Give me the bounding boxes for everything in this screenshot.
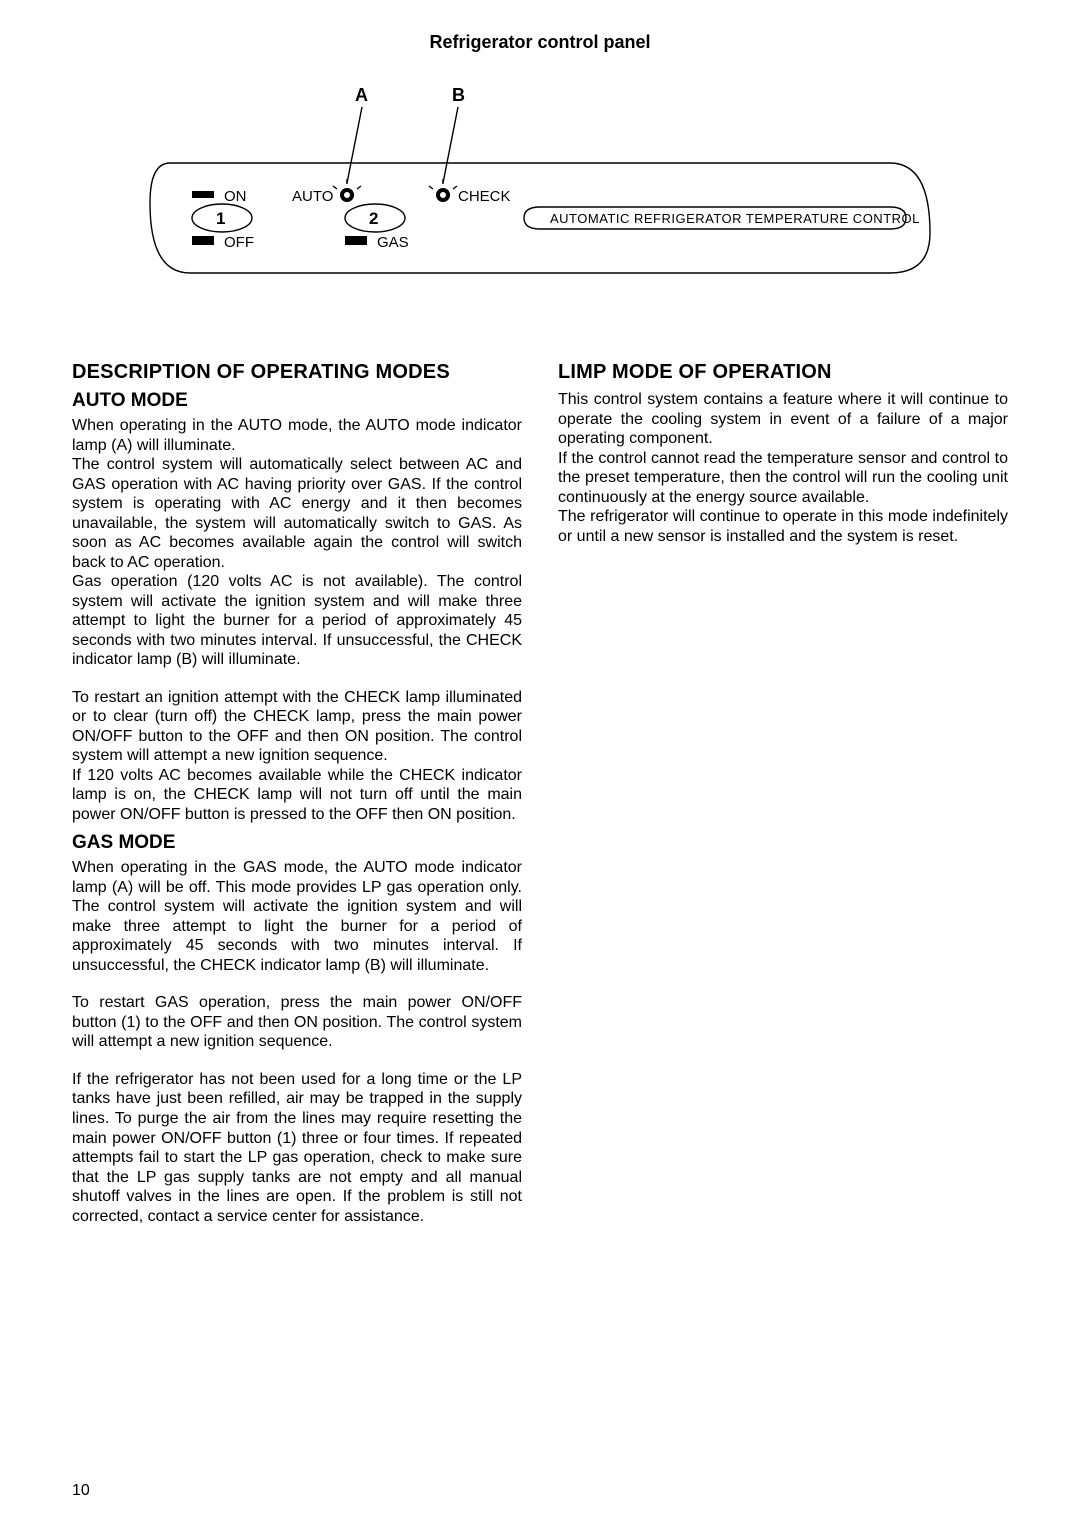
heading-limp-mode: LIMP MODE OF OPERATION: [558, 361, 1008, 384]
label-1: 1: [216, 209, 225, 228]
temperature-banner: AUTOMATIC REFRIGERATOR TEMPERATURE CONTR…: [524, 207, 920, 229]
page-number: 10: [72, 1482, 90, 1500]
control-panel-diagram: A B ON 1 OFF AUTO: [72, 83, 1008, 293]
right-column: LIMP MODE OF OPERATION This control syst…: [558, 353, 1008, 1226]
label-auto: AUTO: [292, 188, 333, 205]
gas-paragraph-1: When operating in the GAS mode, the AUTO…: [72, 858, 522, 975]
label-on: ON: [224, 188, 247, 205]
auto-paragraph-1a: When operating in the AUTO mode, the AUT…: [72, 416, 522, 455]
label-gas: GAS: [377, 234, 409, 251]
gas-paragraph-3: If the refrigerator has not been used fo…: [72, 1070, 522, 1226]
limp-paragraph-1: This control system contains a feature w…: [558, 390, 1008, 449]
control-panel-svg: A B ON 1 OFF AUTO: [130, 83, 950, 293]
switch-1-icon: ON 1 OFF: [192, 188, 254, 251]
label-off: OFF: [224, 234, 254, 251]
auto-paragraph-1c: Gas operation (120 volts AC is not avail…: [72, 572, 522, 670]
figure-caption: Refrigerator control panel: [72, 32, 1008, 53]
two-column-body: DESCRIPTION OF OPERATING MODES AUTO MODE…: [72, 353, 1008, 1226]
heading-auto-mode: AUTO MODE: [72, 390, 522, 412]
gas-paragraph-2: To restart GAS operation, press the main…: [72, 993, 522, 1052]
page: Refrigerator control panel A B ON 1 OFF: [0, 0, 1080, 1528]
switch-2-icon: 2 GAS: [345, 204, 409, 251]
auto-paragraph-2a: To restart an ignition attempt with the …: [72, 688, 522, 766]
auto-paragraph-2b: If 120 volts AC becomes available while …: [72, 766, 522, 825]
heading-operating-modes: DESCRIPTION OF OPERATING MODES: [72, 361, 522, 384]
banner-text: AUTOMATIC REFRIGERATOR TEMPERATURE CONTR…: [550, 211, 920, 226]
label-check: CHECK: [458, 188, 511, 205]
label-b: B: [452, 85, 465, 105]
check-led-icon: CHECK: [429, 179, 511, 205]
heading-gas-mode: GAS MODE: [72, 832, 522, 854]
auto-paragraph-1b: The control system will automatically se…: [72, 455, 522, 572]
left-column: DESCRIPTION OF OPERATING MODES AUTO MODE…: [72, 353, 522, 1226]
label-a: A: [355, 85, 368, 105]
auto-led-icon: AUTO: [292, 179, 361, 205]
limp-paragraph-3: The refrigerator will continue to operat…: [558, 507, 1008, 546]
limp-paragraph-2: If the control cannot read the temperatu…: [558, 449, 1008, 508]
label-2: 2: [369, 209, 378, 228]
